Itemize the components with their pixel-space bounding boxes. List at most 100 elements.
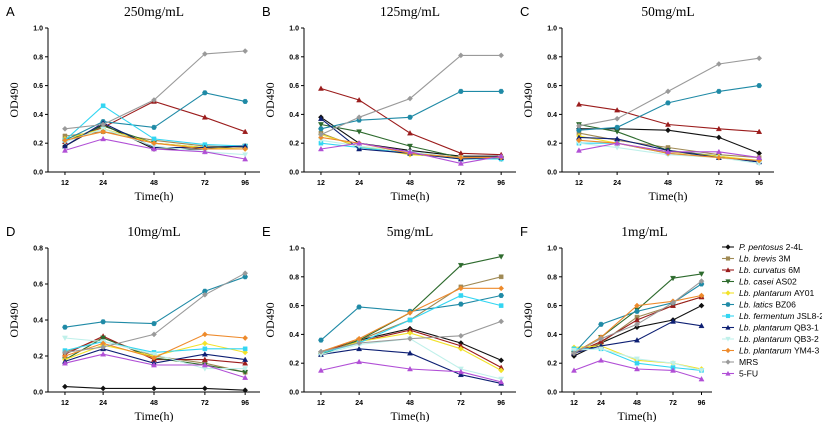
- data-point: [100, 128, 107, 135]
- series-bz06: [318, 88, 504, 132]
- data-point: [201, 291, 208, 298]
- x-tick-label: 48: [633, 400, 641, 407]
- data-point: [62, 137, 68, 144]
- data-point: [242, 356, 249, 362]
- legend-item: Lb. brevis 3M: [722, 254, 791, 264]
- data-point: [457, 160, 464, 166]
- series-bz06: [62, 274, 248, 330]
- data-point: [665, 148, 671, 155]
- data-point: [498, 318, 505, 325]
- legend-label: Lb. plantarum AY01: [739, 288, 815, 298]
- legend-species: Lb. plantarum: [739, 323, 794, 333]
- x-tick-label: 48: [406, 400, 414, 407]
- data-point: [356, 140, 363, 146]
- legend-item: Lb. plantarum YM4-3: [722, 346, 819, 356]
- panel-e: E 5mg/mL 0.0 0.2 0.4 0.6 0.8 1.0 12 24 48 72 96 Time(…: [262, 224, 516, 422]
- panel-title: 125mg/mL: [380, 4, 440, 19]
- data-point: [614, 115, 621, 122]
- data-point: [100, 121, 107, 128]
- data-point: [576, 123, 582, 129]
- data-point: [407, 114, 413, 120]
- y-axis-label: OD490: [521, 302, 535, 337]
- x-tick-label: 12: [61, 400, 69, 407]
- data-point: [498, 153, 505, 159]
- x-tick-label: 48: [406, 180, 414, 187]
- data-point: [457, 345, 464, 352]
- legend-species: Lb. brevis: [739, 254, 779, 264]
- data-point: [457, 52, 464, 59]
- series-as02: [318, 254, 505, 358]
- panel-title: 250mg/mL: [124, 4, 184, 19]
- data-point: [598, 346, 604, 352]
- data-point: [356, 129, 363, 135]
- y-tick-label: 0.0: [33, 170, 43, 177]
- series-mrs: [318, 52, 505, 138]
- y-tick-label: 0.6: [289, 83, 299, 90]
- data-point: [715, 134, 722, 141]
- y-tick-label: 0.4: [33, 318, 43, 325]
- data-point: [715, 154, 722, 161]
- data-point: [598, 321, 604, 327]
- x-tick-label: 96: [497, 180, 505, 187]
- data-point: [318, 367, 324, 373]
- data-point: [201, 148, 208, 155]
- data-point: [576, 101, 582, 107]
- y-tick-label: 0.4: [289, 112, 299, 119]
- x-axis-label: Time(h): [649, 189, 688, 203]
- x-tick-label: 48: [150, 180, 158, 187]
- legend-item: Lb. latics BZ06: [722, 300, 796, 310]
- legend-label: Lb. brevis 3M: [739, 254, 791, 264]
- legend-label: Lb. plantarum QB3-2: [739, 334, 819, 344]
- data-point: [242, 146, 249, 152]
- legend-marker: [725, 313, 731, 319]
- legend-marker: [725, 279, 731, 285]
- data-point: [698, 302, 705, 309]
- y-tick-label: 0.8: [547, 54, 557, 61]
- x-tick-label: 24: [355, 180, 363, 187]
- data-point: [100, 135, 107, 142]
- y-tick-label: 0.8: [33, 246, 43, 253]
- x-tick-label: 72: [715, 180, 723, 187]
- legend-strain: AY01: [794, 288, 815, 298]
- data-point: [201, 340, 208, 347]
- data-point: [242, 349, 249, 356]
- y-tick-label: 0.4: [547, 332, 557, 339]
- legend-label: Lb. plantarum QB3-1: [739, 323, 819, 333]
- data-point: [100, 351, 107, 357]
- data-point: [571, 350, 577, 357]
- legend-marker: [725, 336, 731, 342]
- x-tick-label: 24: [613, 180, 621, 187]
- y-tick-label: 0.6: [289, 303, 299, 310]
- x-axis-label: Time(h): [391, 409, 430, 422]
- data-point: [242, 98, 248, 104]
- legend-species: Lb. plantarum: [739, 346, 794, 356]
- data-point: [498, 52, 505, 59]
- y-tick-label: 1.0: [547, 26, 557, 33]
- data-point: [457, 371, 464, 377]
- legend-species: Lb. plantarum: [739, 334, 794, 344]
- series-qb3-1: [318, 345, 505, 386]
- legend-species: Lb. fermentum: [739, 311, 797, 321]
- data-point: [151, 351, 157, 358]
- legend-item: 5-FU: [722, 369, 758, 379]
- data-point: [356, 358, 363, 365]
- panel-c: C 50mg/mL 0.0 0.2 0.4 0.6 0.8 1.0 12 24 48 72 96 Time…: [520, 4, 774, 203]
- series-5-fu: [571, 357, 705, 382]
- legend-marker: [725, 359, 731, 365]
- data-point: [458, 88, 464, 94]
- series-5-fu: [318, 358, 505, 385]
- legend-item: Lb. plantarum QB3-1: [722, 323, 819, 333]
- series-ym4-3: [62, 331, 249, 361]
- x-tick-label: 24: [99, 180, 107, 187]
- data-point: [670, 318, 676, 324]
- legend-strain: 6M: [788, 265, 800, 275]
- legend-item: P. pentosus 2-4L: [722, 242, 803, 252]
- x-tick-label: 96: [698, 400, 706, 407]
- legend-label: 5-FU: [739, 369, 758, 379]
- y-tick-label: 0.8: [33, 54, 43, 61]
- y-tick-label: 1.0: [33, 26, 43, 33]
- data-point: [201, 114, 208, 120]
- data-point: [201, 331, 208, 338]
- x-tick-label: 72: [457, 180, 465, 187]
